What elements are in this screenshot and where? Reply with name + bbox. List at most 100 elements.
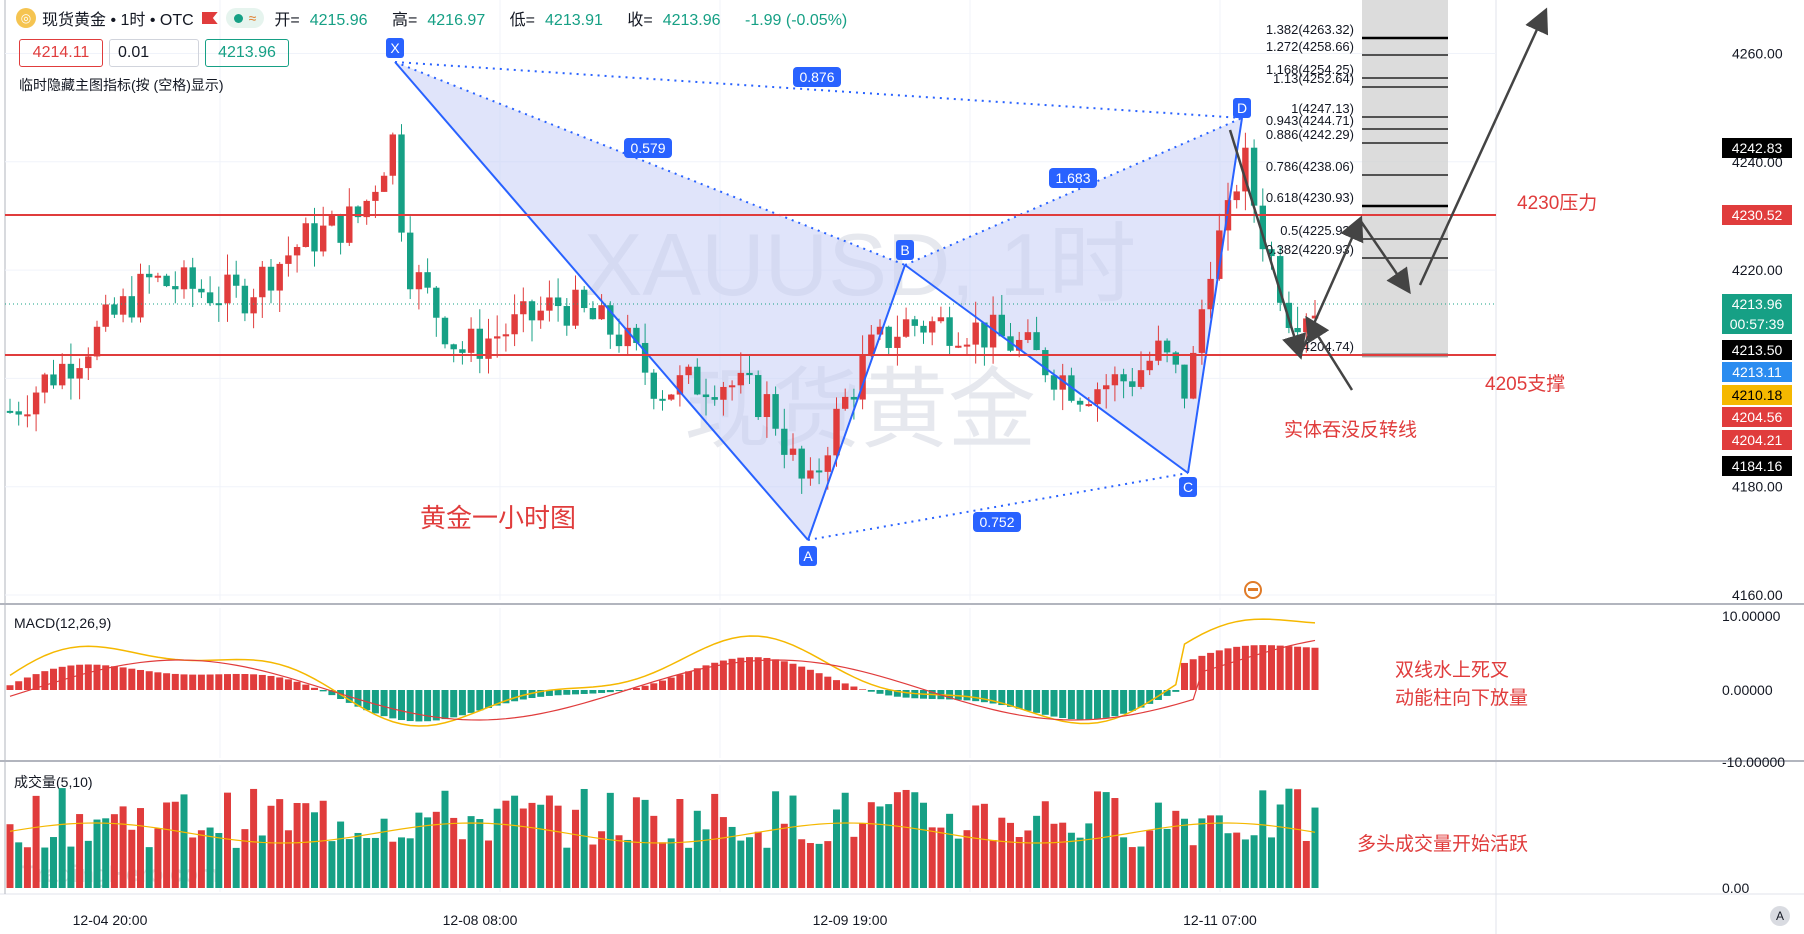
candle [702,394,710,398]
volume-bar [32,795,40,888]
market-status-pill[interactable]: ≈ [225,8,265,28]
symbol-title[interactable]: 现货黄金 • 1时 • OTC [42,12,194,29]
volume-bar [154,828,162,888]
volume-bar [493,808,501,888]
macd-histogram-bar [815,673,823,690]
candle [302,223,309,247]
macd-histogram-bar [511,690,519,702]
candle [1207,278,1214,310]
buy-button[interactable]: 4213.96 [205,39,289,67]
volume-bar [467,816,475,888]
macd-histogram-bar [41,671,49,690]
volume-bar [1111,798,1119,888]
macd-histogram-bar [719,660,727,690]
candle [459,349,466,353]
candle [363,200,370,218]
svg-text:0.579: 0.579 [630,140,665,156]
volume-bar [711,793,719,888]
macd-histogram-bar [293,681,301,690]
candle [1042,350,1049,376]
volume-bar [180,794,188,888]
macd-histogram-bar [206,674,214,690]
candle [989,314,997,348]
volume-bar [893,792,901,888]
pattern-ratio-line [807,472,1189,541]
volume-bar [989,839,997,888]
macd-histogram-bar [737,657,745,690]
macd-histogram-bar [1128,690,1136,711]
volume-bar [502,800,510,888]
low-value: 4213.91 [545,12,603,29]
macd-histogram-bar [1041,690,1049,715]
sell-button[interactable]: 4214.11 [19,39,103,67]
volume-bar [911,792,919,888]
candle [1172,352,1179,365]
price-tag: 4184.16 [1722,456,1792,476]
volume-bar [606,792,614,888]
fib-label: 0.886(4242.29) [1266,127,1354,142]
candle [485,338,492,359]
volume-bar [1207,815,1215,888]
volume-bar [676,799,684,888]
volume-bar [241,829,249,888]
candle [415,272,423,290]
svg-text:4184.16: 4184.16 [1732,458,1783,474]
volume-bar [798,839,806,888]
volume-bar [380,818,388,888]
volume-bar [23,847,31,888]
candle [407,232,414,290]
volume-bar [1276,804,1284,888]
pattern-fill-bcd [905,118,1242,473]
macd-histogram-bar [650,683,658,690]
macd-histogram-bar [1137,690,1145,708]
volume-bar [1250,835,1258,888]
auto-scale-icon[interactable]: A [1770,906,1790,926]
candle [998,314,1005,337]
volume-bar [58,788,66,888]
macd-histogram-bar [328,690,336,696]
candle [328,214,336,226]
volume-bar [485,840,492,888]
macd-histogram-bar [876,690,884,694]
volume-bar [824,841,832,888]
macd-histogram-bar [224,674,231,690]
candle [1233,191,1240,201]
svg-text:4213.11: 4213.11 [1732,364,1782,380]
support-label: 4205支撑 [1485,373,1565,395]
volume-bar [833,809,840,888]
macd-histogram-bar [171,673,179,690]
quantity-input[interactable]: 0.01 [109,39,199,67]
pattern-point-label: C [1183,479,1193,495]
candle [389,134,396,176]
volume-bar [693,810,701,888]
candle [963,344,971,347]
candle [1111,374,1119,386]
wave-icon: ≈ [248,10,257,26]
macd-histogram-bar [58,666,66,690]
volume-bar [6,824,14,888]
volume-bar [215,833,223,888]
macd-histogram-bar [110,666,118,690]
candle [311,223,318,252]
candle [119,296,127,315]
engulf-label: 实体吞没反转线 [1284,419,1417,441]
volume-bar [328,841,336,888]
volume-bar [1215,815,1223,888]
candle [946,317,953,346]
candle [868,334,875,356]
indicator-hint[interactable]: 临时隐藏主图指标(按 (空格)显示) [19,77,224,93]
volume-bar [528,802,536,888]
macd-histogram-bar [798,666,806,690]
volume-bar [772,791,780,888]
macd-label: MACD(12,26,9) [14,615,111,631]
candle [1033,332,1040,351]
volume-bar [998,817,1006,888]
candle [528,301,536,321]
volume-bar [93,819,101,888]
macd-tick: -10.00000 [1722,754,1785,770]
macd-histogram-bar [1102,690,1110,718]
candle [346,206,353,243]
candle [1242,147,1249,192]
price-tick: 4180.00 [1732,479,1783,495]
